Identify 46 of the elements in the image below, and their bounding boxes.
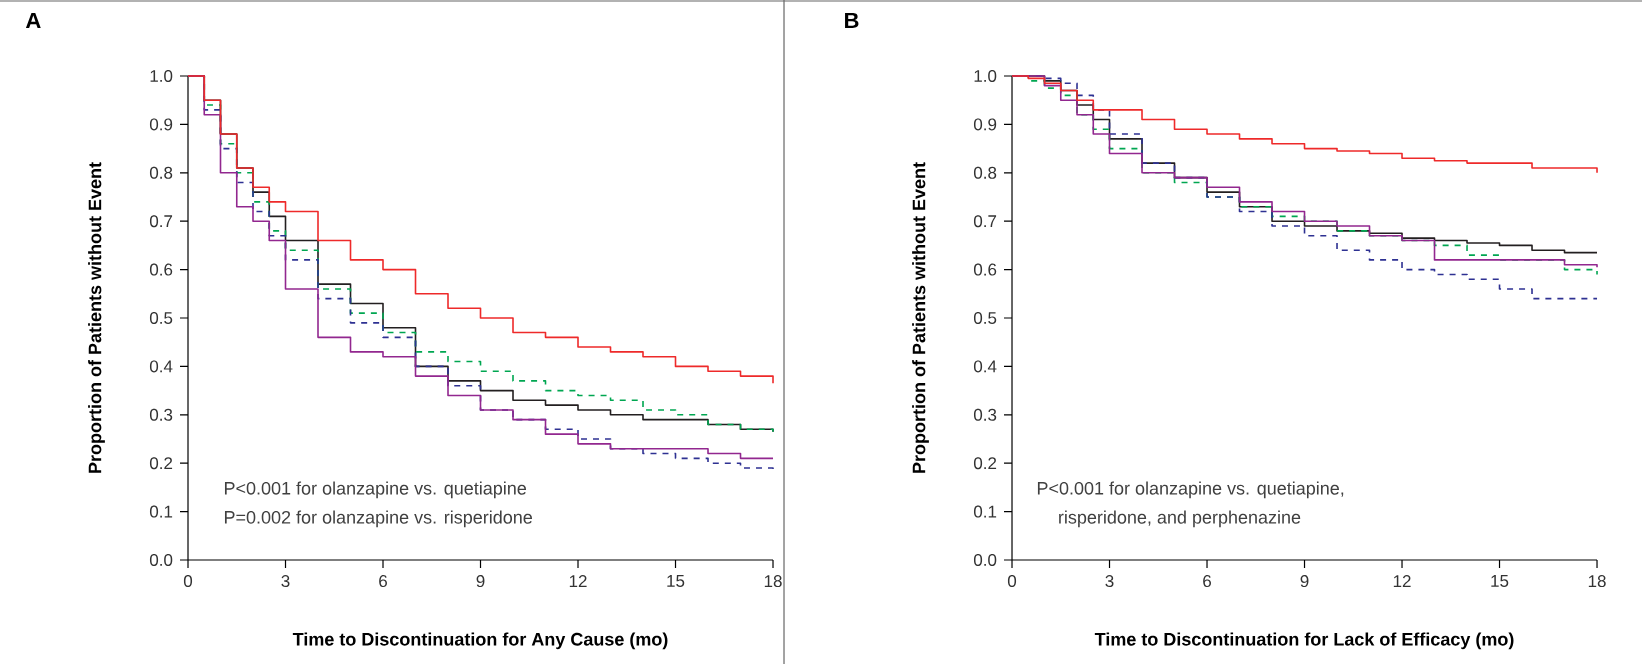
x-tick-label: 6	[1203, 575, 1212, 588]
y-tick-label: 0.0	[973, 553, 997, 567]
y-tick-label: 0.4	[149, 360, 173, 373]
y-tick-label: 0.2	[149, 457, 173, 470]
y-tick-label: 0.5	[149, 311, 173, 325]
annotation: risperidone, and perphenazine	[1059, 510, 1301, 528]
y-tick-label: 1.0	[150, 69, 173, 82]
y-tick-label: 0.7	[149, 215, 173, 228]
x-axis-title: Time to Discontinuation for Any Cause (mo)	[292, 632, 668, 650]
annotation: P=0.002 for olanzapine vs. risperidone	[224, 510, 533, 528]
annotation: P<0.001 for olanzapine vs. quetiapine,	[1037, 481, 1344, 499]
x-tick-label: 15	[667, 575, 685, 587]
y-tick-label: 0.1	[149, 505, 173, 518]
x-tick-label: 0	[1007, 575, 1017, 588]
y-axis-title: Proportion of Patients without Event	[912, 162, 929, 473]
y-tick-label: 0.8	[149, 166, 173, 179]
y-tick-label: 0.8	[973, 166, 997, 179]
x-tick-label: 12	[569, 575, 587, 587]
y-tick-label: 0.7	[973, 215, 997, 228]
y-tick-label: 0.6	[149, 263, 173, 276]
y-tick-label: 0.4	[973, 360, 997, 373]
y-tick-label: 0.0	[149, 553, 173, 567]
y-tick-label: 0.3	[973, 408, 997, 421]
x-tick-label: 15	[1491, 575, 1509, 587]
y-axis-title: Proportion of Patients without Event	[88, 162, 105, 473]
x-tick-label: 9	[476, 575, 485, 588]
y-tick-label: 0.3	[149, 408, 173, 421]
x-tick-label: 3	[281, 575, 290, 588]
annotation: P<0.001 for olanzapine vs. quetiapine	[224, 481, 527, 499]
y-tick-label: 0.2	[973, 457, 997, 470]
y-tick-label: 0.9	[973, 118, 997, 131]
y-tick-label: 1.0	[974, 69, 997, 82]
x-axis-title: Time to Discontinuation for Lack of Efficacy (mo)	[1094, 632, 1514, 650]
y-tick-label: 0.9	[149, 118, 173, 131]
x-tick-label: 9	[1300, 575, 1309, 588]
x-tick-label: 18	[764, 575, 782, 588]
y-tick-label: 0.6	[973, 263, 997, 276]
x-tick-label: 3	[1105, 575, 1114, 588]
x-tick-label: 0	[183, 575, 193, 588]
y-tick-label: 0.1	[973, 505, 997, 518]
x-tick-label: 6	[379, 575, 387, 588]
x-tick-label: 12	[1393, 575, 1411, 587]
chart-title: B	[845, 12, 859, 28]
y-tick-label: 0.5	[973, 311, 997, 325]
chart-title: A	[25, 12, 41, 28]
x-tick-label: 18	[1588, 575, 1606, 588]
